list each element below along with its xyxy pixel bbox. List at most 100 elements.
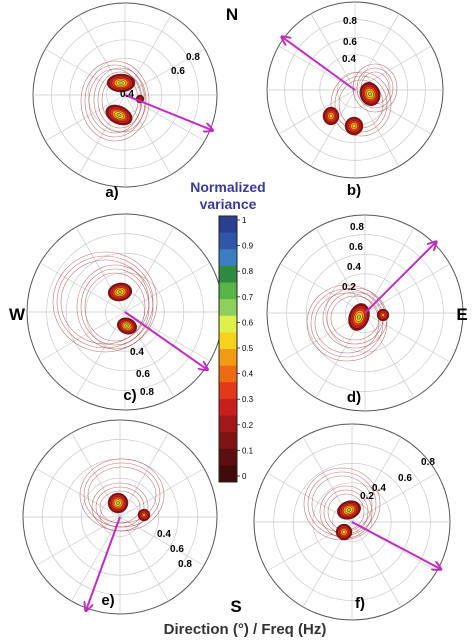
compass-east: E [456,305,467,324]
contour-line [314,292,380,354]
polar-grid-spoke [75,311,126,398]
contour-level [329,113,333,118]
compass-south: S [230,597,241,616]
colorbar-tick-label: 0.4 [242,370,254,379]
radial-tick-label: 0.8 [343,16,357,27]
contour-level [342,530,346,534]
colorbar-segment [219,249,237,267]
polar-grid-spoke [119,516,169,602]
contour-line [56,255,154,349]
radial-tick-label: 0.8 [178,559,192,570]
polar-grid-spoke [278,45,356,91]
mean-direction-arrow [124,311,207,369]
polar-grid-spoke [364,312,415,399]
polar-grid-spoke [364,227,415,314]
contour-level [117,290,123,294]
radial-tick-label: 0.6 [343,37,357,48]
radial-tick-label: 0.4 [372,483,386,494]
polar-grid-spoke [39,262,126,313]
contour-line [87,466,157,524]
colorbar: 1 0.9 0.8 0.7 0.6 0.5 0.4 0.3 0.2 0.1 0 [218,215,254,483]
polar-grid-spoke [35,468,121,518]
contour-level [116,501,120,505]
panel-label: a) [105,184,118,201]
radial-tick-label: 0.8 [350,222,364,233]
polar-grid-spoke [124,226,175,313]
radial-tick-label: 0.4 [347,262,361,273]
colorbar-tick-label: 1 [242,216,247,225]
panel-label: e) [101,592,114,609]
contour-line [310,288,384,358]
colorbar-segment [219,299,237,317]
polar-grid-spoke [351,472,438,523]
spectral-peak [107,282,133,302]
contour-level [346,508,352,512]
colorbar-segment [219,349,237,367]
polar-grid-spoke [119,468,205,518]
radial-tick-label: 0.2 [342,282,356,293]
polar-panel-3: 0.4 0.6 0.8 c) [26,213,224,411]
radial-tick-label: 0.8 [186,52,200,63]
contour-level [142,513,146,517]
polar-grid-spoke [310,13,356,91]
spectral-peak [107,492,129,514]
colorbar-tick-label: 0.3 [242,395,254,404]
radial-tick-label: 0.6 [171,66,185,77]
contour-line [80,60,150,142]
polar-grid-spoke [364,312,451,363]
polar-grid-spoke [354,89,400,167]
contour-line [84,64,146,138]
colorbar-tick-label: 0.5 [242,344,254,353]
spectral-peak [105,104,133,126]
contour-line [84,272,146,342]
mean-direction-arrow [86,516,121,610]
colorbar-segment [219,415,237,433]
mean-direction-arrow [282,37,356,91]
radial-tick-label: 0.4 [130,347,144,358]
contour-line [83,462,161,528]
polar-grid-spoke [124,94,172,175]
contour-line [76,264,154,350]
polar-grid-spoke [124,262,211,313]
spectral-peak [117,317,137,335]
spectral-peak [106,73,136,93]
colorbar-tick-label: 0.8 [242,267,254,276]
spectral-peak [137,508,151,522]
colorbar-segment [219,315,237,333]
colorbar-tick-label: 0.1 [242,446,254,455]
spectral-peak [359,82,381,106]
contour-level [381,313,385,317]
polar-panel-5: 0.4 0.6 0.8 e) [22,419,218,615]
colorbar-segment [219,332,237,350]
colorbar-segment [219,398,237,416]
colorbar-tick-label: 0.2 [242,421,254,430]
mean-direction-arrow [351,521,440,569]
polar-panel-1: 0.4 0.60.8 a) [32,2,218,201]
colorbar-segment [219,465,237,483]
radial-tick-label: 0.6 [170,544,184,555]
radial-tick-label: 0.8 [140,387,154,398]
contour-line [80,268,150,346]
radial-tick-label: 0.4 [342,54,356,65]
polar-grid-spoke [45,94,126,142]
compass-west: W [9,305,26,324]
polar-grid-spoke [278,89,356,135]
contour-line [303,467,381,541]
polar-grid-spoke [124,311,211,362]
colorbar-title-line1: Normalized [190,179,265,195]
contour-level [116,113,122,117]
mean-direction-arrow [124,94,212,130]
radial-tick-label: 0.8 [421,457,435,468]
panel-label: c) [123,387,136,404]
panel-label: b) [347,182,361,199]
polar-grid-spoke [71,516,121,602]
mean-direction-arrow [364,242,436,314]
contour-line [52,251,158,353]
x-axis-label: Direction (°) / Freq (Hz) [164,621,327,638]
colorbar-segment [219,432,237,450]
compass-north: N [226,5,238,24]
radial-tick-label: 0.6 [136,369,150,380]
contour-level [357,314,361,320]
colorbar-segment [219,365,237,383]
